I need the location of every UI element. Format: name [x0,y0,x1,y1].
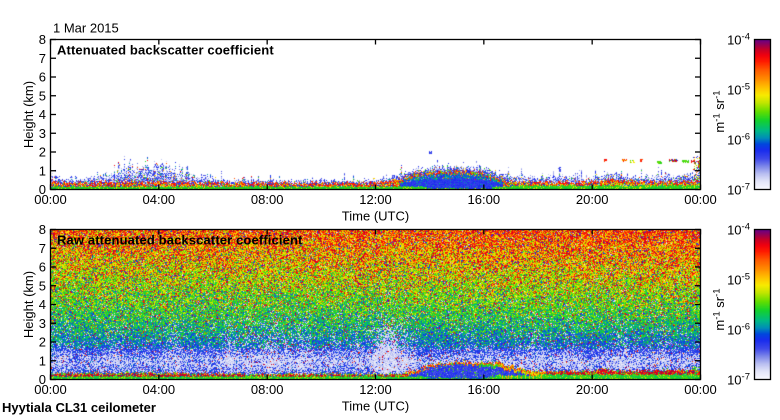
svg-text:3: 3 [39,316,46,331]
svg-text:16:00: 16:00 [468,192,501,207]
svg-text:Height (km): Height (km) [21,271,36,338]
svg-text:04:00: 04:00 [143,192,176,207]
svg-text:Time (UTC): Time (UTC) [342,399,409,414]
svg-text:2: 2 [39,145,46,160]
svg-text:7: 7 [39,241,46,256]
svg-text:6: 6 [39,260,46,275]
svg-text:3: 3 [39,126,46,141]
svg-text:10-4: 10-4 [727,222,750,238]
svg-text:1: 1 [39,353,46,368]
svg-text:4: 4 [39,297,46,312]
svg-text:04:00: 04:00 [143,382,176,397]
svg-text:12:00: 12:00 [359,192,392,207]
svg-text:Raw attenuated backscatter coe: Raw attenuated backscatter coefficient [57,233,303,248]
svg-text:10-5: 10-5 [727,82,750,98]
svg-text:10-4: 10-4 [727,32,750,48]
svg-text:2: 2 [39,335,46,350]
svg-text:Hyytiala CL31 ceilometer: Hyytiala CL31 ceilometer [2,400,156,415]
svg-text:12:00: 12:00 [359,382,392,397]
svg-text:10-6: 10-6 [727,322,750,338]
svg-text:Attenuated backscatter coeffic: Attenuated backscatter coefficient [57,43,274,58]
svg-text:00:00: 00:00 [34,192,67,207]
svg-text:10-6: 10-6 [727,132,750,148]
svg-text:16:00: 16:00 [468,382,501,397]
svg-text:1: 1 [39,163,46,178]
svg-text:10-5: 10-5 [727,272,750,288]
svg-text:10-7: 10-7 [727,182,750,198]
svg-text:8: 8 [39,32,46,47]
svg-text:0: 0 [39,372,46,387]
svg-text:6: 6 [39,70,46,85]
svg-text:0: 0 [39,182,46,197]
svg-text:00:00: 00:00 [34,382,67,397]
svg-text:1 Mar 2015: 1 Mar 2015 [53,21,119,36]
svg-text:m-1 sr-1: m-1 sr-1 [712,90,728,132]
svg-text:08:00: 08:00 [251,192,284,207]
svg-text:5: 5 [39,88,46,103]
svg-text:7: 7 [39,51,46,66]
svg-text:m-1 sr-1: m-1 sr-1 [712,288,728,330]
svg-text:8: 8 [39,222,46,237]
svg-text:20:00: 20:00 [576,382,609,397]
svg-text:10-7: 10-7 [727,372,750,388]
svg-text:08:00: 08:00 [251,382,284,397]
svg-text:Height (km): Height (km) [21,81,36,148]
svg-text:20:00: 20:00 [576,192,609,207]
svg-text:00:00: 00:00 [684,382,717,397]
svg-text:Time (UTC): Time (UTC) [342,209,409,224]
svg-text:00:00: 00:00 [684,192,717,207]
svg-text:4: 4 [39,107,46,122]
svg-text:5: 5 [39,278,46,293]
